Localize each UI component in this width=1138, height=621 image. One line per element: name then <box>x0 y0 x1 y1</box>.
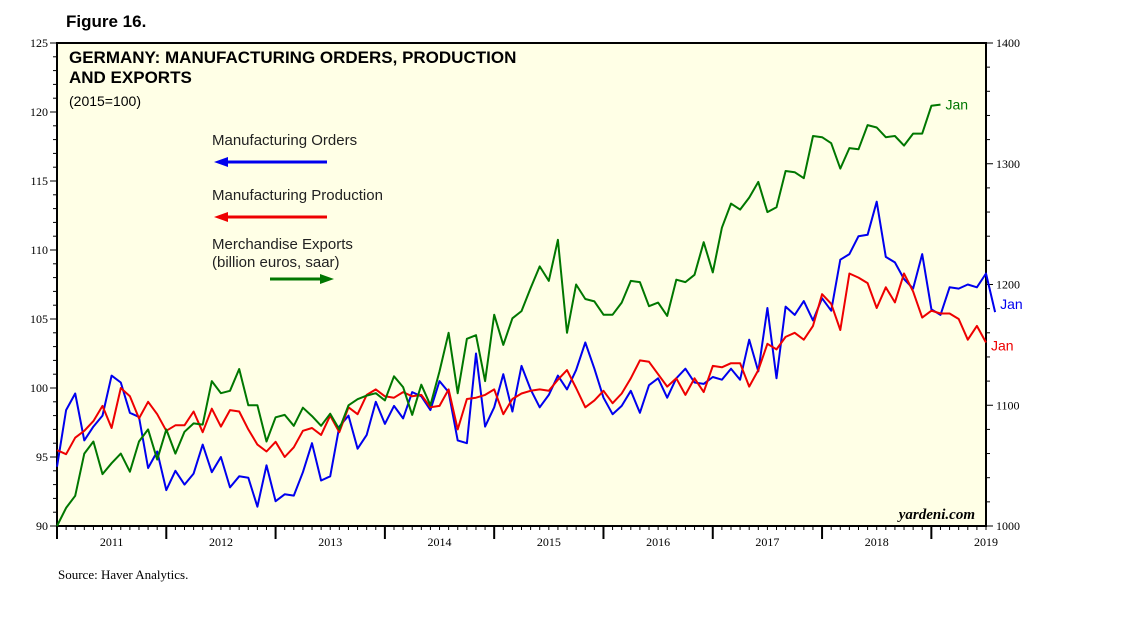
x-axis-tick-label: 2011 <box>100 535 124 549</box>
left-axis-tick-label: 120 <box>30 105 48 119</box>
chart-title-line2: AND EXPORTS <box>69 68 192 87</box>
x-axis-tick-label: 2013 <box>318 535 342 549</box>
legend-arrowhead-production <box>214 212 228 222</box>
chart-subtitle: (2015=100) <box>69 93 141 109</box>
legend-arrowhead-exports <box>320 274 334 284</box>
series-line-3 <box>56 103 941 527</box>
left-axis-tick-label: 115 <box>30 174 48 188</box>
left-axis-tick-label: 100 <box>30 381 48 395</box>
series-line-1 <box>56 200 997 508</box>
legend-label-exports-unit: (billion euros, saar) <box>212 254 340 271</box>
axes: 90 95 100 105 110 115 120 125 1000 1100 1200 1300 14… <box>30 36 1020 549</box>
x-axis-tick-label: 2015 <box>537 535 561 549</box>
x-axis-tick-label: 2016 <box>646 535 670 549</box>
left-axis-tick-label: 110 <box>30 243 48 257</box>
legend: Manufacturing Orders Manufacturing Produ… <box>212 132 383 284</box>
legend-arrowhead-orders <box>214 157 228 167</box>
right-axis-tick-label: 1200 <box>996 278 1020 292</box>
series-line-2 <box>56 272 987 458</box>
source-note: Source: Haver Analytics. <box>58 567 189 582</box>
credit-watermark: yardeni.com <box>897 507 975 523</box>
figure-label: Figure 16. <box>66 12 147 31</box>
left-axis-tick-label: 105 <box>30 312 48 326</box>
right-axis-tick-label: 1400 <box>996 36 1020 50</box>
series-end-label-3: Jan <box>945 97 968 113</box>
x-axis-tick-label: 2014 <box>428 535 452 549</box>
x-axis-tick-label: 2012 <box>209 535 233 549</box>
left-axis-tick-label: 90 <box>36 519 48 533</box>
x-axis-tick-label: 2017 <box>755 535 779 549</box>
series-lines: Jan Jan Jan <box>56 97 1023 527</box>
left-axis-tick-label: 95 <box>36 450 48 464</box>
x-axis-tick-label: 2019 <box>974 535 998 549</box>
right-axis-tick-label: 1000 <box>996 519 1020 533</box>
legend-label-orders: Manufacturing Orders <box>212 132 357 149</box>
right-axis-tick-label: 1300 <box>996 157 1020 171</box>
legend-label-production: Manufacturing Production <box>212 187 383 204</box>
series-end-label-2: Jan <box>991 337 1014 353</box>
left-axis-tick-label: 125 <box>30 36 48 50</box>
legend-label-exports: Merchandise Exports <box>212 236 353 253</box>
series-end-label-1: Jan <box>1000 296 1023 312</box>
x-axis-tick-label: 2018 <box>865 535 889 549</box>
chart-title: GERMANY: MANUFACTURING ORDERS, PRODUCTIO… <box>69 48 516 67</box>
right-axis-tick-label: 1100 <box>996 398 1020 412</box>
